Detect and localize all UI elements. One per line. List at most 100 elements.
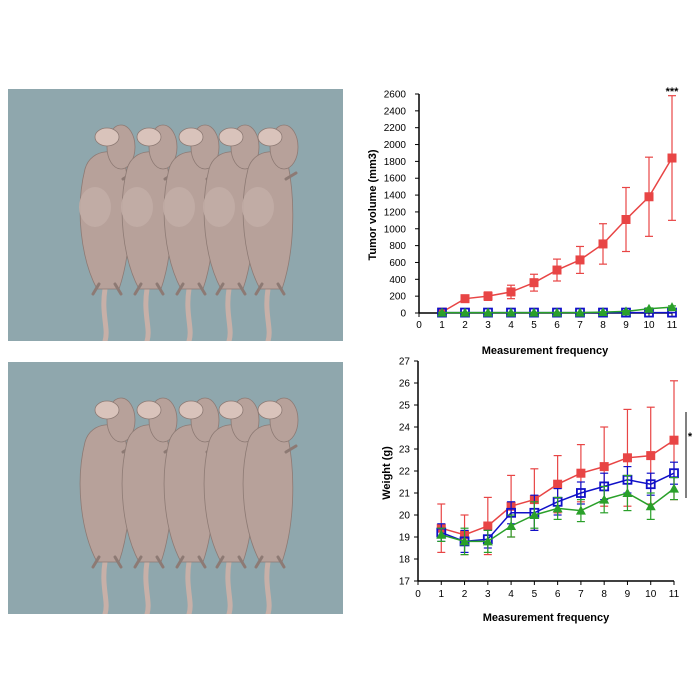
tumor-annotation: *** [666,86,680,98]
x-tick-label: 4 [508,320,514,331]
weight-annotation: * [688,431,693,443]
data-point [460,294,470,304]
data-point [622,453,632,463]
x-tick-label: 6 [554,320,560,331]
y-tick-label: 1200 [384,207,407,218]
x-tick-label: 0 [416,320,422,331]
y-tick-label: 23 [399,445,411,456]
weight-ylabel: Weight (g) [381,446,393,500]
x-tick-label: 3 [485,320,491,331]
y-tick-label: 600 [389,258,406,269]
data-point [436,529,447,539]
tumor-xlabel: Measurement frequency [482,345,609,357]
y-tick-label: 17 [399,577,411,588]
y-tick-label: 1600 [384,174,407,185]
photo-mice-bottom [8,362,343,614]
data-point [667,302,677,312]
x-tick-label: 2 [462,589,468,600]
data-point [506,521,517,530]
data-point [598,239,608,249]
x-tick-label: 11 [667,320,678,331]
mouse [79,124,136,341]
x-tick-label: 1 [439,320,445,331]
data-point [460,307,470,317]
y-tick-label: 24 [399,423,411,434]
y-tick-label: 20 [399,511,411,522]
y-tick-label: 21 [399,489,411,500]
y-tick-label: 200 [389,292,406,303]
x-tick-label: 8 [600,320,606,331]
data-point [622,488,633,497]
data-point [529,307,539,317]
x-tick-label: 4 [508,589,514,600]
tumor-ylabel: Tumor volume (mm3) [367,149,379,260]
mouse [242,124,299,341]
x-tick-label: 0 [415,589,421,600]
data-point [552,307,562,317]
x-tick-label: 9 [625,589,631,600]
tumor-volume-chart: Tumor volume (mm3) Measurement frequency… [367,86,679,357]
data-point [669,435,679,445]
mouse [163,124,220,341]
data-point [644,192,654,202]
mice-illustration-top [79,124,299,341]
series-line-red [441,157,673,313]
data-point [621,306,631,316]
data-point [552,265,562,275]
x-tick-label: 5 [532,589,538,600]
data-point [529,510,540,519]
data-point [599,494,610,504]
y-tick-label: 2600 [384,90,407,101]
y-tick-label: 2200 [384,123,407,134]
y-tick-label: 2000 [384,140,407,151]
x-tick-label: 10 [645,589,657,600]
mice-illustration-bottom [79,397,299,614]
x-tick-label: 5 [531,320,537,331]
y-tick-label: 25 [399,401,411,412]
data-point [575,307,585,317]
y-tick-label: 0 [400,309,406,320]
series-green [437,302,677,317]
data-point [645,501,656,511]
data-point [506,307,516,317]
data-point [598,307,608,317]
x-tick-label: 1 [438,589,444,600]
data-point [483,291,493,301]
y-tick-label: 22 [399,467,411,478]
y-tick-label: 1000 [384,224,407,235]
y-tick-label: 26 [399,379,411,390]
y-tick-label: 1400 [384,191,407,202]
data-point [575,505,586,515]
data-point [482,536,493,546]
data-point [437,307,447,317]
mouse [79,397,136,614]
y-tick-label: 18 [399,555,411,566]
data-point [529,278,539,288]
x-tick-label: 8 [601,589,607,600]
data-point [459,536,470,546]
y-tick-label: 1800 [384,157,407,168]
y-tick-label: 2400 [384,106,407,117]
x-tick-label: 10 [643,320,655,331]
mouse [242,397,299,614]
data-point [669,483,679,493]
series-red [437,95,677,317]
series-red [436,380,679,556]
data-point [552,503,563,513]
data-point [621,215,631,225]
data-point [483,521,493,531]
y-tick-label: 27 [399,357,411,368]
x-tick-label: 2 [462,320,468,331]
x-tick-label: 11 [669,589,680,600]
y-tick-label: 400 [389,275,406,286]
data-point [483,307,493,317]
data-point [645,479,656,490]
mouse [163,397,220,614]
x-tick-label: 3 [485,589,491,600]
x-tick-label: 6 [555,589,561,600]
y-tick-label: 800 [389,241,406,252]
data-point [599,462,609,472]
mouse [203,397,260,614]
series-green [436,474,679,556]
x-tick-label: 9 [623,320,629,331]
